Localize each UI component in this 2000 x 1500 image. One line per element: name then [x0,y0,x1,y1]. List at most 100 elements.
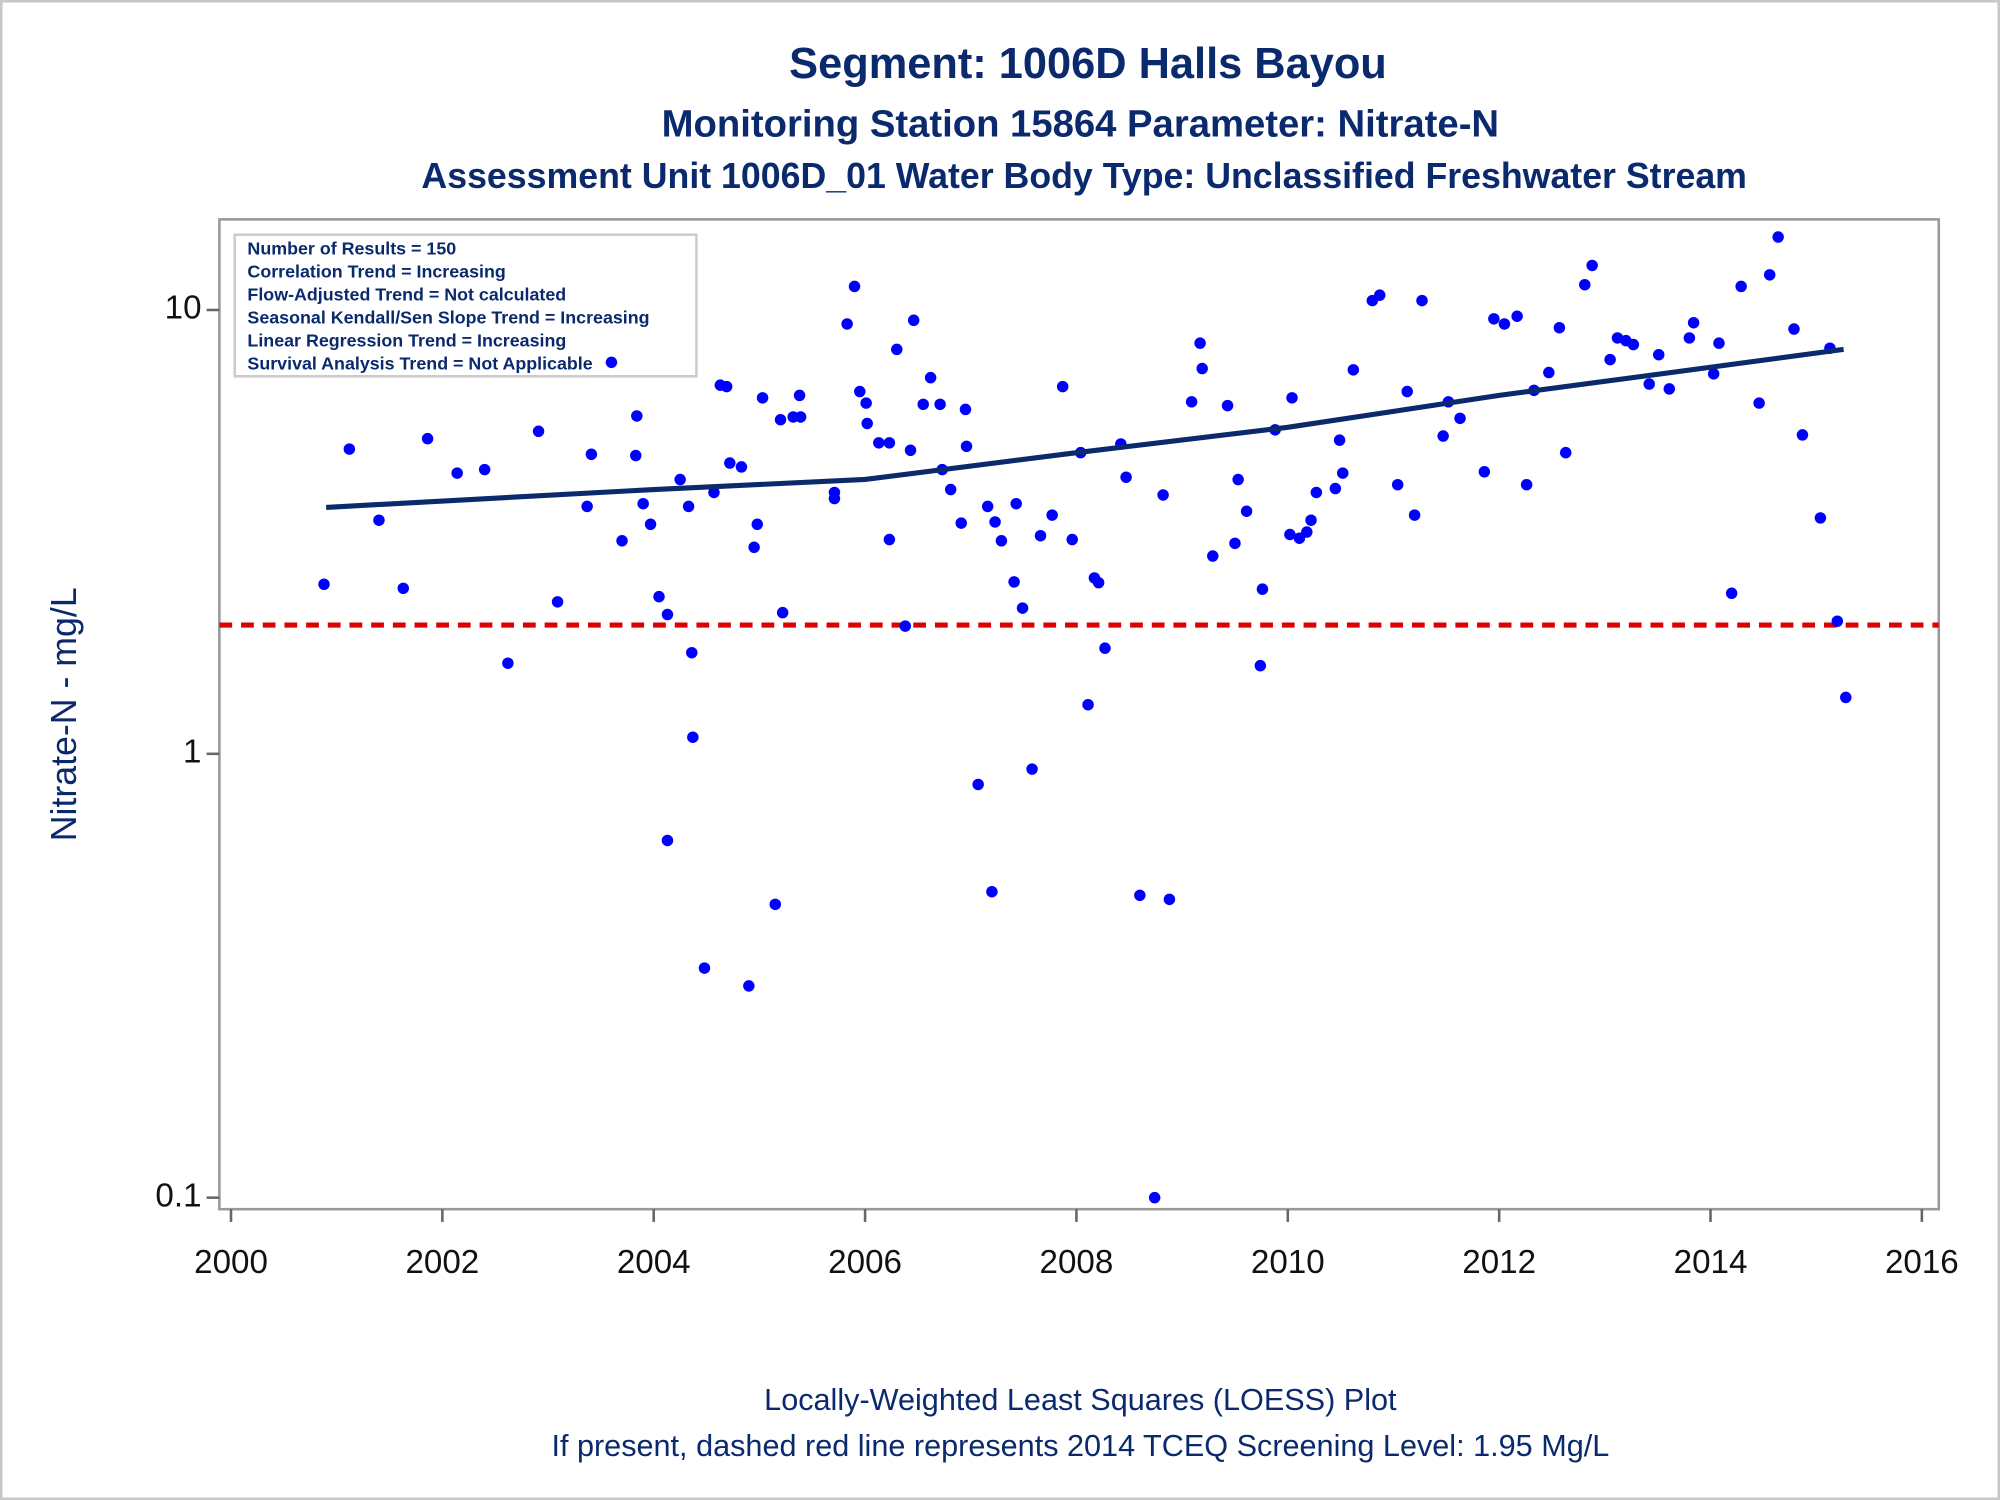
plot-frame [218,218,1941,1211]
data-point [972,778,984,791]
data-point [907,314,920,327]
data-point [1511,310,1523,322]
data-point [1543,366,1555,379]
data-point [848,280,861,293]
data-point [1391,478,1404,491]
data-point [1310,486,1323,499]
data-point [1008,576,1020,588]
data-point [616,535,628,547]
x-tick-label: 2014 [1674,1244,1748,1281]
data-point [1840,691,1852,704]
data-point [1329,482,1342,495]
x-tick-label: 2000 [194,1244,268,1281]
data-point [1134,889,1146,902]
data-point [1416,294,1428,307]
data-point [743,980,755,992]
data-point [1240,505,1253,517]
data-point [1683,332,1696,344]
data-point [421,432,434,445]
data-point [1478,466,1491,478]
data-point [1553,322,1566,334]
data-point [1120,471,1132,483]
data-point [1401,385,1413,398]
data-point [1814,512,1827,524]
chart-subtitle: Assessment Unit 1006D_01 Water Body Type… [421,156,1746,196]
data-point [1831,615,1844,627]
data-point [1408,509,1421,521]
data-point [1579,278,1591,291]
data-point [934,398,946,411]
data-point [1735,280,1747,293]
data-point [1333,434,1346,446]
data-point [1687,316,1700,329]
data-point [959,403,972,416]
data-point [1604,353,1616,366]
data-point [904,444,917,457]
data-point [944,483,957,496]
data-point [1753,397,1765,409]
data-point [751,518,764,531]
x-tick-label: 2006 [828,1244,902,1281]
data-point [1066,533,1078,546]
footnote: If present, dashed red line represents 2… [551,1429,1609,1463]
data-point [995,535,1008,547]
data-point [1337,467,1349,479]
footnote: Locally-Weighted Least Squares (LOESS) P… [764,1383,1397,1417]
data-point [1763,269,1776,281]
data-point [1301,526,1313,538]
x-tick-label: 2012 [1462,1244,1536,1281]
data-point [1454,412,1466,425]
x-tick-label: 2016 [1885,1244,1959,1281]
data-point [1520,478,1533,491]
data-point [1056,380,1069,393]
data-point [1229,537,1241,550]
data-point [981,500,994,513]
data-point [532,425,545,438]
data-point [1373,289,1386,301]
data-point [1796,429,1809,441]
data-point [1663,383,1676,395]
data-point [1488,313,1500,325]
data-point [986,885,998,898]
annotation: Flow-Adjusted Trend = Not calculated [247,285,566,305]
annotation: Seasonal Kendall/Sen Slope Trend = Incre… [247,308,649,328]
data-point [653,590,665,603]
data-point [1788,323,1800,335]
data-point [1196,362,1208,375]
data-point [1256,583,1269,595]
data-point [1034,529,1047,542]
y-tick-label: 1 [183,734,201,771]
data-point [1305,514,1317,526]
annotation-box [233,233,698,378]
data-point [674,473,686,486]
data-point [883,437,896,449]
data-point [1643,378,1655,390]
data-point [774,413,787,426]
data-point [1148,1191,1161,1204]
data-point [478,463,491,476]
data-point [1221,399,1234,412]
data-point [682,500,695,513]
data-point [1010,497,1022,510]
data-point [1713,337,1725,349]
data-point [585,448,598,461]
data-point [631,410,643,422]
data-point [883,533,896,546]
data-point [955,517,967,529]
data-point [756,392,769,404]
data-point [1194,337,1206,349]
data-point [899,620,911,632]
data-point [1286,392,1298,404]
data-point [1707,368,1720,380]
annotation: Survival Analysis Trend = Not Applicable [247,354,592,374]
data-point [1347,364,1360,376]
data-point [873,437,885,449]
data-point [581,500,593,513]
data-point [720,380,733,393]
data-point [1099,642,1111,654]
data-point [698,962,711,974]
data-point [841,318,853,330]
chart-title: Segment: 1006D Halls Bayou [789,40,1387,88]
data-point [708,486,720,499]
